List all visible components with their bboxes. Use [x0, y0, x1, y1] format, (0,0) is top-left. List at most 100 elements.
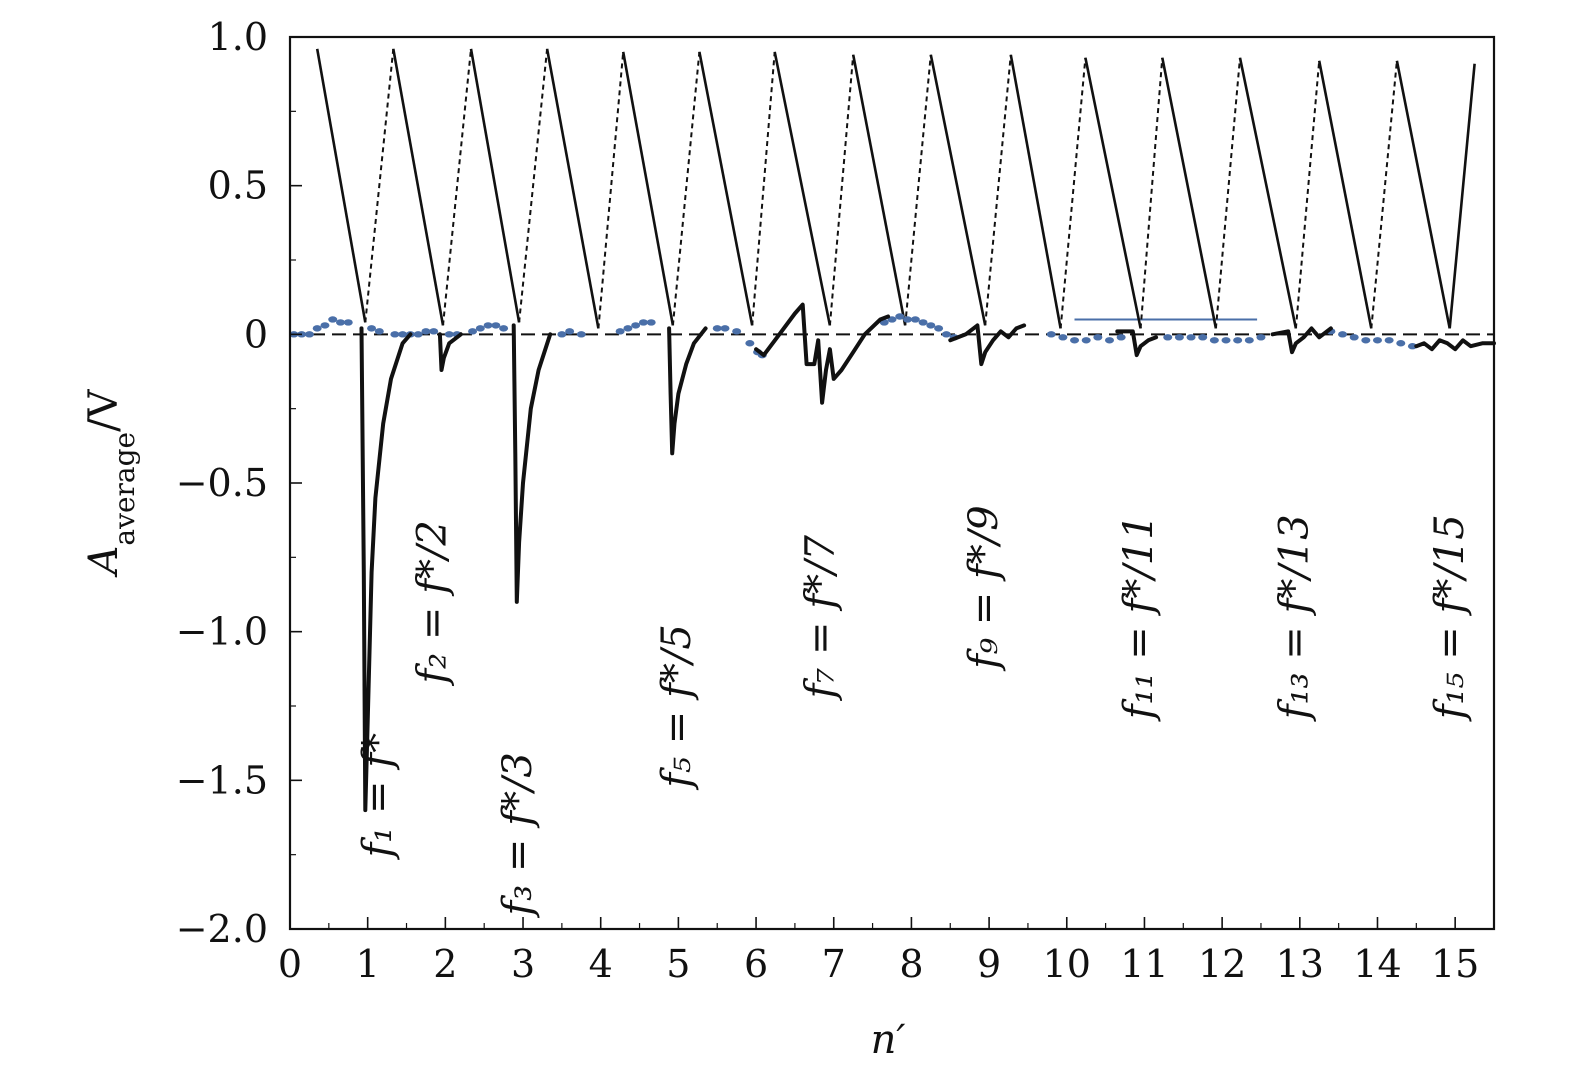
data-point-16: [429, 328, 439, 335]
data-point-14: [413, 331, 423, 338]
x-tick-label-13: 13: [1276, 942, 1324, 986]
annotation-8: f₁₃ = f*/13: [1272, 514, 1318, 722]
response-curve-6: [948, 323, 1027, 367]
data-point-50: [1070, 337, 1080, 344]
zigzag-solid-segment-7: [773, 51, 832, 326]
zigzag-solid-segment-13: [1238, 57, 1298, 329]
y-axis-title: Aaverage/V: [81, 388, 141, 578]
x-tick-label-8: 8: [899, 942, 923, 986]
y-tick-label-1: 1.0: [208, 15, 268, 59]
x-tick-label-2: 2: [433, 942, 457, 986]
x-axis-title: n′: [871, 1017, 906, 1063]
zigzag-solid-segment-3: [469, 48, 521, 323]
data-point-65: [1338, 331, 1348, 338]
data-point-57: [1186, 334, 1196, 341]
x-tick-label-4: 4: [589, 942, 613, 986]
data-point-6: [328, 316, 338, 323]
data-point-7: [335, 319, 345, 326]
data-point-31: [646, 319, 656, 326]
zigzag-solid-segment-12: [1161, 57, 1218, 329]
data-point-23: [499, 325, 509, 332]
response-curve-7: [1115, 329, 1159, 358]
data-point-35: [745, 340, 755, 347]
x-tick-label-0: 0: [278, 942, 302, 986]
zigzag-dashed-segment-4: [597, 51, 625, 329]
data-point-10: [374, 328, 384, 335]
x-tick-label-12: 12: [1198, 942, 1246, 986]
x-tick-label-14: 14: [1353, 942, 1401, 986]
response-curve-5: [754, 302, 891, 405]
zigzag-dashed-segment-5: [671, 51, 701, 326]
x-tick-label-9: 9: [977, 942, 1001, 986]
zigzag-dashed-segment-3: [518, 48, 549, 323]
response-curve-2: [437, 332, 463, 372]
annotation-7: f₁₁ = f*/11: [1116, 514, 1162, 722]
annotation-2: f₂ = f*/2: [409, 520, 455, 687]
zigzag-solid-segment-2: [392, 48, 445, 326]
data-point-5: [320, 322, 330, 329]
data-point-11: [390, 331, 400, 338]
data-point-39: [887, 316, 897, 323]
data-point-60: [1221, 337, 1231, 344]
zigzag-solid-segment-10: [1009, 54, 1062, 329]
zigzag-dashed-segment-2: [442, 48, 472, 326]
x-tick-label-10: 10: [1043, 942, 1091, 986]
zigzag-solid-segment-5: [621, 51, 675, 326]
zigzag-dashed-segment-13: [1294, 60, 1321, 329]
data-point-34: [732, 328, 742, 335]
data-point-68: [1372, 337, 1382, 344]
x-tick-label-11: 11: [1120, 942, 1168, 986]
data-point-49: [1058, 334, 1068, 341]
data-point-12: [398, 331, 408, 338]
y-tick-label-6: −1.5: [176, 758, 268, 802]
data-point-70: [1396, 340, 1406, 347]
annotation-1: f₁ = f*: [355, 733, 401, 861]
data-point-29: [631, 322, 641, 329]
zigzag-solid-segment-11: [1084, 57, 1142, 329]
zigzag-dashed-segment-7: [828, 54, 855, 326]
label-layer: 0 1 2 3 4 5 6 7 8 9 10 11 12 13 14 151.00.50−0.5−1.0−1.…: [176, 15, 1480, 986]
y-tick-label-4: −0.5: [176, 461, 268, 505]
zigzag-solid-last-rise: [1448, 63, 1476, 329]
data-point-54: [1116, 334, 1126, 341]
y-tick-label-7: −2.0: [176, 907, 268, 951]
data-point-33: [720, 325, 730, 332]
y-axis-title-unit: /V: [81, 388, 127, 431]
series-layer: [289, 48, 1496, 813]
zigzag-dashed-segment-8: [904, 54, 932, 326]
zigzag-dashed-segment-9: [984, 54, 1012, 326]
data-point-9: [367, 325, 377, 332]
data-point-3: [304, 331, 314, 338]
data-point-20: [475, 325, 485, 332]
data-point-17: [444, 331, 454, 338]
data-point-45: [934, 325, 944, 332]
y-tick-label-5: −1.0: [176, 610, 268, 654]
data-point-42: [910, 316, 920, 323]
zigzag-solid-segment-4: [545, 48, 600, 329]
annotation-9: f₁₅ = f*/15: [1427, 514, 1473, 722]
data-point-62: [1244, 337, 1254, 344]
zigzag-dashed-segment-10: [1059, 57, 1087, 329]
x-tick-label-3: 3: [511, 942, 535, 986]
response-curve-4: [667, 326, 708, 456]
data-point-59: [1209, 337, 1219, 344]
y-tick-label-2: 0.5: [208, 164, 268, 208]
annotation-3: f₃ = f*/3: [495, 752, 541, 919]
data-point-52: [1093, 334, 1103, 341]
zigzag-dashed-segment-6: [751, 51, 776, 326]
data-point-61: [1233, 337, 1243, 344]
zigzag-solid-segment-15: [1395, 60, 1451, 329]
response-curve-8: [1270, 326, 1333, 355]
data-point-24: [557, 331, 567, 338]
y-tick-label-3: 0: [244, 312, 268, 356]
data-point-46: [941, 331, 951, 338]
zigzag-solid-segment-8: [851, 54, 907, 326]
data-point-69: [1384, 337, 1394, 344]
data-point-63: [1256, 334, 1266, 341]
data-point-48: [1046, 331, 1056, 338]
data-point-40: [895, 313, 905, 320]
annotation-5: f₇ = f*/7: [798, 534, 844, 701]
data-point-26: [576, 331, 586, 338]
axis-layer: [288, 35, 1496, 931]
